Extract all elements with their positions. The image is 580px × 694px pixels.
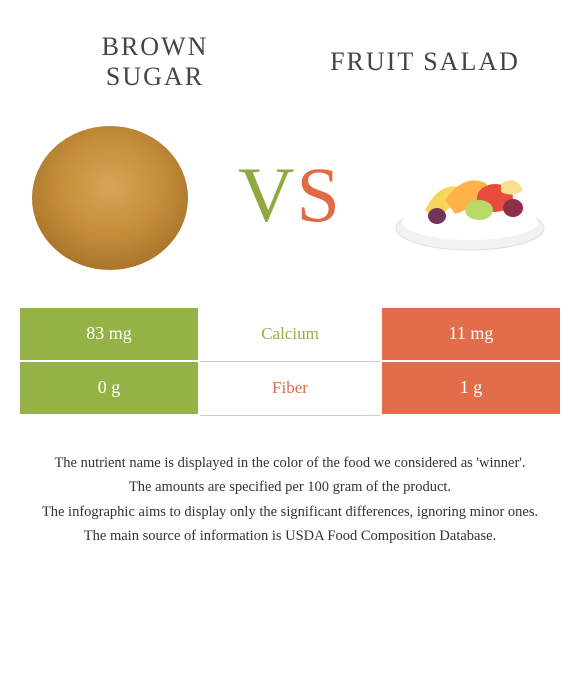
left-food-title: BROWN SUGAR <box>20 32 290 92</box>
footer-line: The amounts are specified per 100 gram o… <box>24 476 556 498</box>
footer-line: The nutrient name is displayed in the co… <box>24 452 556 474</box>
right-food-image <box>380 110 560 280</box>
left-food-image <box>20 110 200 280</box>
right-value-cell: 1 g <box>380 362 560 416</box>
images-row: VS <box>20 110 560 280</box>
comparison-table: 83 mgCalcium11 mg0 gFiber1 g <box>20 308 560 416</box>
footer-line: The main source of information is USDA F… <box>24 525 556 547</box>
footer-line: The infographic aims to display only the… <box>24 501 556 523</box>
right-value-cell: 11 mg <box>380 308 560 362</box>
nutrient-label-cell: Calcium <box>200 308 380 362</box>
left-value-cell: 0 g <box>20 362 200 416</box>
table-row: 83 mgCalcium11 mg <box>20 308 560 362</box>
table-row: 0 gFiber1 g <box>20 362 560 416</box>
left-value-cell: 83 mg <box>20 308 200 362</box>
vs-label: VS <box>200 150 380 240</box>
fruit-salad-icon <box>385 110 555 280</box>
nutrient-label-cell: Fiber <box>200 362 380 416</box>
titles-row: BROWN SUGAR FRUIT SALAD <box>20 32 560 92</box>
footer-notes: The nutrient name is displayed in the co… <box>20 452 560 548</box>
infographic-container: BROWN SUGAR FRUIT SALAD VS <box>0 0 580 694</box>
vs-v-letter: V <box>238 151 296 238</box>
brown-sugar-icon <box>25 110 195 280</box>
right-food-title: FRUIT SALAD <box>290 47 560 77</box>
vs-s-letter: S <box>296 151 341 238</box>
